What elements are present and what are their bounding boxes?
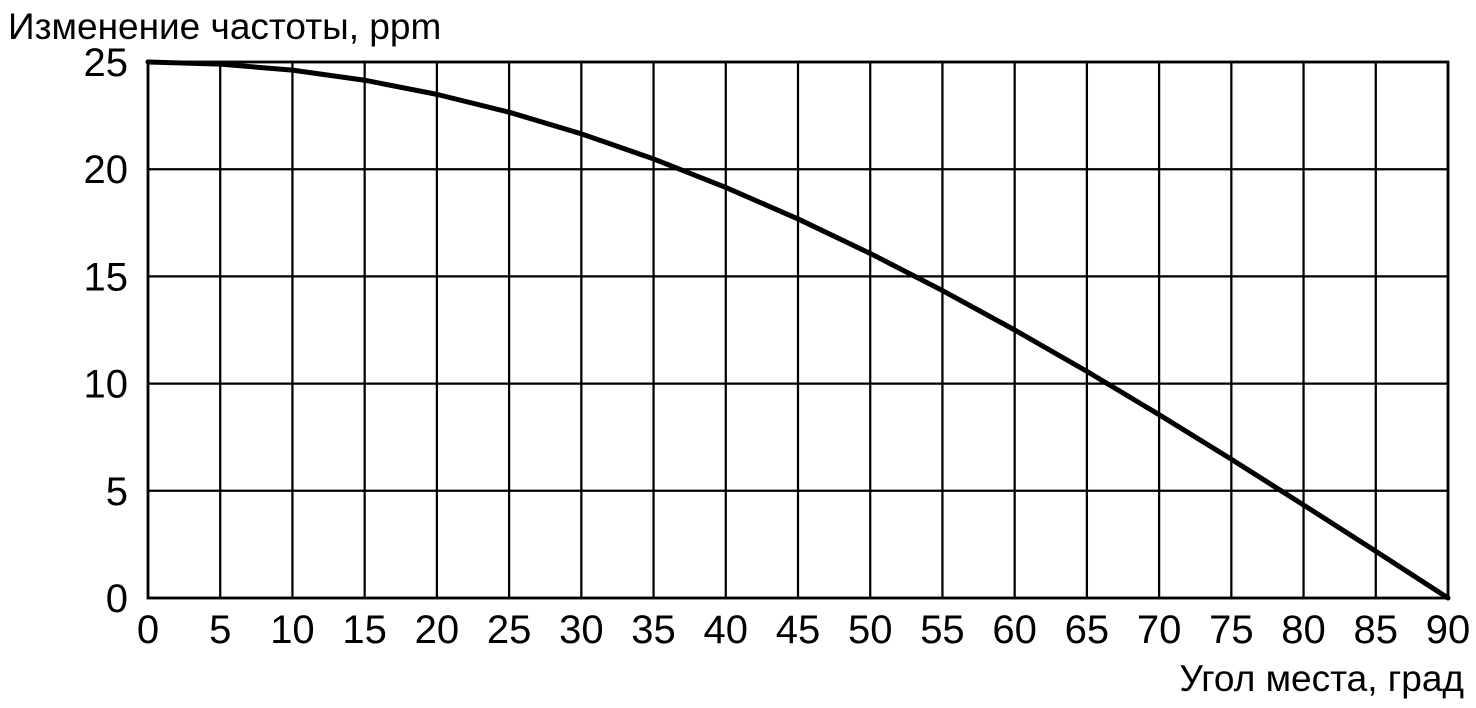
x-tick-label: 25	[487, 608, 532, 652]
x-tick-label: 90	[1426, 608, 1471, 652]
x-tick-label: 0	[137, 608, 159, 652]
y-tick-label: 15	[84, 255, 129, 299]
chart-title: Изменение частоты, ppm	[8, 6, 441, 47]
y-tick-label: 25	[84, 41, 129, 85]
y-tick-label: 0	[106, 577, 128, 621]
x-tick-label: 30	[559, 608, 604, 652]
x-tick-label: 85	[1354, 608, 1399, 652]
x-tick-label: 40	[704, 608, 749, 652]
grid-lines	[146, 60, 1450, 600]
x-tick-label: 10	[270, 608, 315, 652]
x-tick-label: 65	[1065, 608, 1110, 652]
x-tick-label: 70	[1137, 608, 1182, 652]
x-tick-label: 60	[992, 608, 1037, 652]
x-axis-title: Угол места, град	[1179, 658, 1464, 699]
x-tick-label: 15	[342, 608, 387, 652]
x-tick-label: 80	[1281, 608, 1326, 652]
x-tick-label: 45	[776, 608, 821, 652]
x-tick-label: 50	[848, 608, 893, 652]
y-tick-label: 10	[84, 363, 129, 407]
y-tick-label: 5	[106, 470, 128, 514]
x-tick-label: 55	[920, 608, 965, 652]
x-tick-label: 5	[209, 608, 231, 652]
data-curve	[145, 59, 1451, 601]
x-axis-tick-labels: 0 5 10 15 20 25 30 35 40 45 50 55 60 65 70 75 80 85 90	[137, 608, 1470, 652]
plot-border	[146, 60, 1450, 600]
y-tick-label: 20	[84, 148, 129, 192]
x-tick-label: 35	[631, 608, 676, 652]
x-tick-label: 20	[415, 608, 460, 652]
y-axis-tick-labels: 0 5 10 15 20 25	[84, 41, 129, 621]
x-tick-label: 75	[1209, 608, 1254, 652]
